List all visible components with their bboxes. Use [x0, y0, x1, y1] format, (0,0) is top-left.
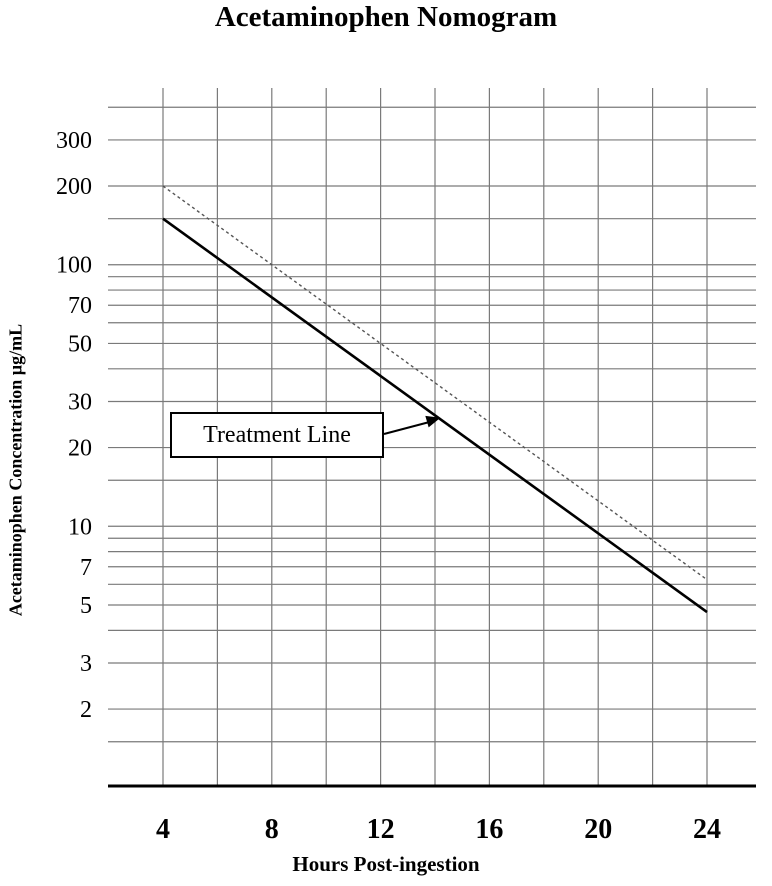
- series-lines: [162, 185, 708, 614]
- x-tick-label: 24: [693, 814, 721, 845]
- y-tick-label: 300: [56, 128, 92, 154]
- treatment-line: [162, 217, 708, 614]
- upper-dotted-line: [162, 185, 708, 581]
- y-axis-label: Acetaminophen Concentration µg/mL: [5, 323, 26, 617]
- x-tick-label: 12: [367, 814, 395, 845]
- y-tick-label: 20: [68, 436, 92, 462]
- x-tick-label: 20: [584, 814, 612, 845]
- y-tick-label: 30: [68, 389, 92, 415]
- y-tick-label: 100: [56, 253, 92, 279]
- x-tick-label: 16: [475, 814, 503, 845]
- treatment-line-annotation: Treatment Line: [170, 412, 384, 458]
- grid-lines: [108, 88, 756, 786]
- y-tick-label: 7: [80, 555, 92, 581]
- chart-title: Acetaminophen Nomogram: [214, 1, 558, 33]
- y-tick-label: 70: [68, 293, 92, 319]
- x-tick-labels: 4 8 12 16 20 24: [156, 814, 721, 845]
- y-tick-label: 2: [80, 697, 92, 723]
- y-tick-labels: 2 3 5 7 10 20 30 50 70 100 200 300: [56, 128, 92, 723]
- y-tick-label: 3: [80, 651, 92, 677]
- y-tick-label: 5: [80, 593, 92, 619]
- y-tick-label: 50: [68, 331, 92, 357]
- y-tick-label: 200: [56, 174, 92, 200]
- y-tick-label: 10: [68, 514, 92, 540]
- annotation-arrow: [383, 415, 441, 435]
- arrow-shaft: [383, 420, 431, 435]
- x-tick-label: 4: [156, 814, 170, 845]
- x-tick-label: 8: [265, 814, 279, 845]
- arrow-head: [425, 415, 441, 428]
- x-axis-label: Hours Post-ingestion: [292, 852, 480, 876]
